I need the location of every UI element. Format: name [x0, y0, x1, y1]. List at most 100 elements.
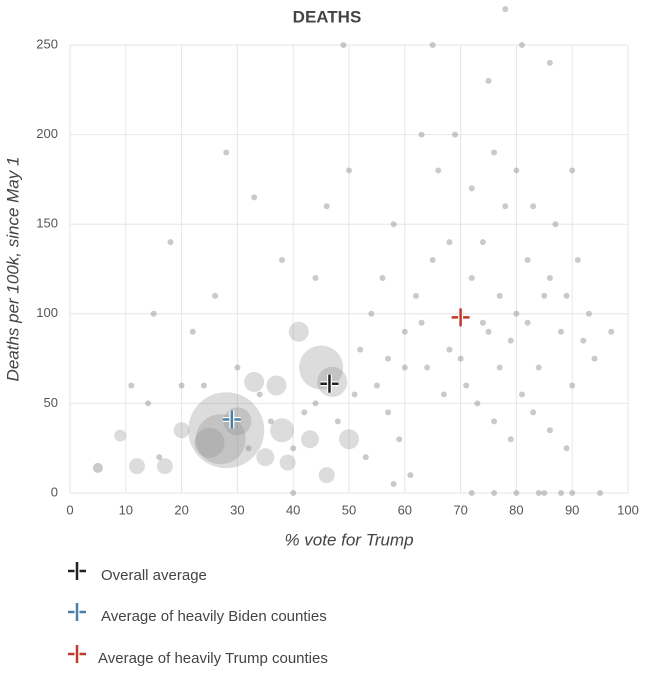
point — [518, 391, 525, 398]
average-marker — [320, 374, 339, 393]
point — [463, 382, 470, 389]
point — [390, 481, 397, 488]
point — [312, 274, 319, 281]
point — [569, 382, 576, 389]
point — [256, 448, 275, 467]
point — [267, 418, 274, 425]
point — [563, 292, 570, 299]
y-tick-label: 150 — [36, 216, 58, 231]
y-tick-label: 250 — [36, 36, 58, 51]
x-tick-label: 60 — [398, 502, 412, 517]
point — [546, 274, 553, 281]
y-tick-label: 100 — [36, 305, 58, 320]
point — [351, 391, 358, 398]
y-tick-label: 200 — [36, 126, 58, 141]
point — [569, 167, 576, 174]
point — [340, 42, 347, 48]
point — [290, 490, 297, 496]
point — [244, 371, 265, 392]
point — [585, 310, 592, 317]
point — [418, 319, 425, 326]
point — [173, 422, 190, 439]
point — [339, 429, 359, 450]
point — [401, 328, 408, 335]
point — [524, 257, 531, 264]
point — [290, 445, 297, 452]
point — [558, 328, 565, 335]
point — [468, 185, 475, 192]
x-tick-label: 70 — [453, 502, 467, 517]
point — [558, 490, 565, 496]
legend-swatch — [68, 562, 86, 580]
x-tick-label: 50 — [342, 502, 356, 517]
point — [373, 382, 380, 389]
point — [446, 239, 453, 246]
x-tick-label: 20 — [174, 502, 188, 517]
point — [591, 355, 598, 362]
point — [440, 391, 447, 398]
x-tick-label: 100 — [617, 502, 639, 517]
point — [452, 131, 459, 138]
point — [92, 462, 103, 473]
point — [541, 292, 548, 299]
point — [429, 42, 436, 48]
point — [491, 490, 498, 496]
point — [424, 364, 431, 371]
point — [396, 436, 403, 443]
point — [608, 328, 615, 335]
point — [546, 427, 553, 434]
point — [513, 310, 520, 317]
point — [128, 382, 135, 389]
point — [468, 274, 475, 281]
point — [535, 364, 542, 371]
point — [407, 472, 414, 479]
point — [507, 337, 514, 344]
point — [156, 458, 173, 475]
point — [513, 167, 520, 174]
legend-label: Average of heavily Trump counties — [98, 650, 328, 667]
point — [167, 239, 174, 246]
point — [212, 292, 219, 299]
point — [507, 436, 514, 443]
point — [401, 364, 408, 371]
x-tick-label: 40 — [286, 502, 300, 517]
point — [368, 310, 375, 317]
legend-swatch — [68, 645, 86, 663]
point — [485, 328, 492, 335]
point — [156, 454, 163, 461]
x-axis-label: % vote for Trump — [284, 530, 413, 549]
point — [535, 490, 542, 496]
point — [362, 454, 369, 461]
point — [346, 167, 352, 174]
point — [446, 346, 453, 353]
point — [323, 203, 330, 210]
point — [379, 274, 386, 281]
point — [194, 427, 225, 458]
point — [318, 467, 335, 484]
point — [574, 257, 581, 264]
point — [128, 458, 145, 475]
x-tick-label: 30 — [230, 502, 244, 517]
chart-title: DEATHS — [293, 7, 362, 26]
point — [200, 382, 207, 389]
point — [390, 221, 397, 228]
point — [491, 418, 498, 425]
point — [178, 382, 185, 389]
point — [569, 490, 576, 496]
point — [491, 149, 498, 156]
point — [114, 429, 127, 442]
point — [145, 400, 152, 407]
point — [256, 391, 263, 398]
point — [245, 445, 252, 452]
x-tick-label: 0 — [66, 502, 73, 517]
point — [563, 445, 570, 452]
point — [266, 375, 287, 396]
point — [357, 346, 364, 353]
point — [546, 59, 553, 66]
point — [485, 77, 492, 84]
point — [251, 194, 258, 201]
point — [496, 292, 503, 299]
point — [530, 203, 537, 210]
point — [288, 321, 309, 342]
